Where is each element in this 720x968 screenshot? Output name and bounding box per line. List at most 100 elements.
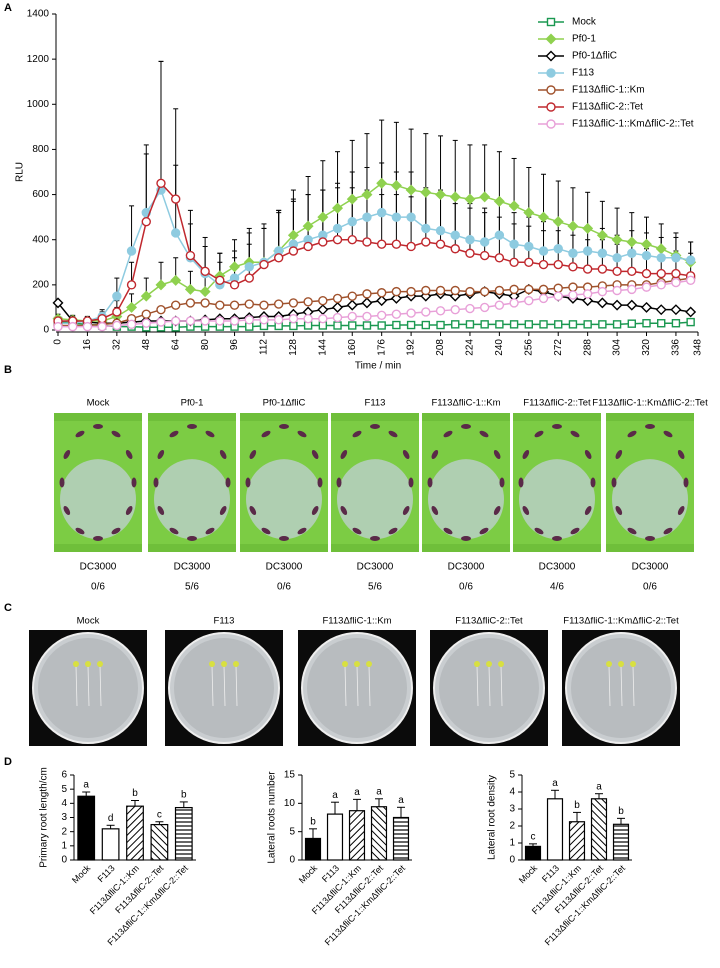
y-tick-label: 10 [284,798,296,809]
inoculation-spot [153,477,159,488]
inoculation-spot [261,527,271,535]
bar [101,828,120,861]
y-axis-label: Lateral root density [487,775,498,860]
infiltration-zone [246,459,322,540]
marker [509,257,519,267]
marker [347,235,357,245]
marker [362,311,372,322]
x-tick-label: 176 [376,339,387,356]
marker [156,317,166,327]
y-tick-label: 3 [61,812,67,823]
y-tick-label: 0 [289,855,295,866]
root [368,665,371,707]
inoculation-spot [219,449,227,460]
inoculation-spot [187,424,197,429]
marker [199,286,211,298]
marker [244,299,254,309]
marker [450,230,460,240]
y-tick-label: 4 [509,787,515,798]
marker [657,319,666,328]
inoculation-spot [75,430,85,438]
marker [141,318,151,328]
marker [509,239,519,249]
y-tick-label: 2 [509,821,515,832]
seedling [342,661,348,667]
x-tick-label: 348 [693,339,704,356]
series-line [57,288,691,324]
inoculation-spot [627,430,637,438]
inoculation-spot [157,449,165,460]
plate-inner [38,638,138,738]
inoculation-spot [169,430,179,438]
marker [597,248,608,258]
bar [150,823,169,861]
inoculation-spot [131,477,137,488]
marker [346,193,358,205]
seedling [486,661,492,667]
significance-label: a [376,786,382,797]
inoculation-spot [219,505,227,516]
legend-label: Pf0-1ΔfliC [572,51,617,62]
leaf-label: Pf0-1 [181,398,204,409]
series-line [58,279,691,328]
marker [685,306,697,318]
marker [524,284,534,295]
score-label: 0/6 [91,582,105,593]
seedling [354,661,360,667]
bar [612,823,630,861]
marker [53,321,63,332]
marker [671,277,681,288]
marker [259,300,269,310]
y-tick-label: 0 [61,855,67,866]
marker [611,299,623,311]
marker [553,283,563,293]
marker [112,307,122,317]
marker [406,286,416,297]
marker [685,255,696,265]
seedling [73,661,79,667]
marker [538,293,549,304]
x-tick-label: 48 [141,339,152,351]
infiltration-zone [428,459,504,540]
bar [77,795,96,861]
leaf-label: F113ΔfliC-1::Km [432,398,501,409]
inoculation-spot [93,424,103,429]
marker [509,298,519,308]
infiltration-zone [60,459,136,540]
inoculation-spot [584,505,592,516]
panel-letter: D [4,756,12,768]
marker [596,229,608,241]
inoculation-spot [443,430,453,438]
marker [52,297,64,309]
marker [611,234,623,246]
seedling [366,661,372,667]
marker [671,319,681,328]
x-tick-label: 240 [494,339,505,356]
root [488,665,491,707]
marker [405,184,417,196]
marker [612,320,622,329]
inoculation-spot [125,449,133,460]
marker [289,321,298,331]
inoculation-spot [461,424,471,429]
marker [567,220,579,232]
significance-label: b [574,800,580,811]
inoculation-spot [552,424,562,429]
inoculation-spot [493,449,501,460]
marker [671,253,681,263]
inoculation-spot [340,449,348,460]
significance-label: a [398,795,404,806]
marker [538,211,550,223]
marker [641,301,652,313]
inoculation-spot [534,527,544,535]
score-label: 5/6 [368,582,382,593]
significance-label: a [332,790,338,801]
marker [420,186,432,198]
marker [421,307,431,317]
inoculation-spot [663,430,673,438]
marker [655,243,667,255]
marker [465,303,475,314]
y-tick-label: 15 [284,770,296,781]
marker [465,320,475,329]
marker [126,246,137,256]
